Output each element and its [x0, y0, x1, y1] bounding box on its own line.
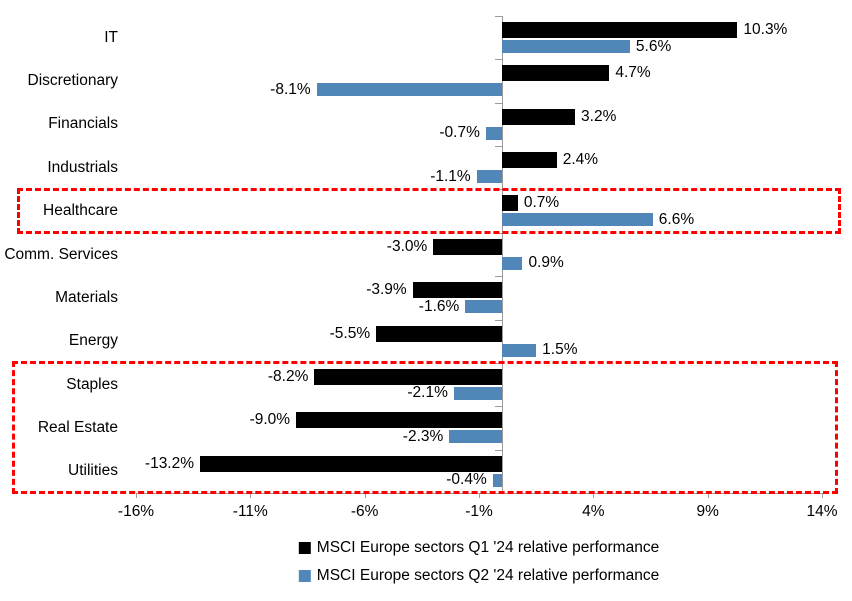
category-axis-tick	[495, 406, 502, 408]
category-label-staples: Staples	[66, 375, 118, 393]
x-axis-tick	[250, 493, 252, 498]
legend-label-q2: MSCI Europe sectors Q2 '24 relative perf…	[316, 567, 660, 584]
category-axis-tick	[495, 449, 502, 451]
legend-item-q2: MSCI Europe sectors Q2 '24 relative perf…	[298, 567, 660, 585]
value-label-q2-staples: -2.1%	[407, 384, 448, 402]
x-axis-tick	[707, 493, 709, 498]
category-axis-tick	[495, 59, 502, 61]
x-axis-tick	[479, 493, 480, 498]
value-label-q1-utilities: -13.2%	[144, 454, 195, 472]
bar-q1-real-estate	[296, 412, 502, 429]
legend: MSCI Europe sectors Q1 '24 relative perf…	[298, 539, 660, 585]
category-axis-tick	[495, 319, 502, 321]
value-label-q1-financials: 3.2%	[581, 107, 617, 125]
category-label-discretionary: Discretionary	[27, 72, 118, 90]
bar-q2-real-estate	[449, 430, 502, 444]
category-axis-tick	[495, 276, 502, 278]
bar-q2-discretionary	[316, 83, 502, 97]
value-label-q2-financials: -0.7%	[439, 124, 480, 142]
x-axis-tick-label: -11%	[232, 503, 268, 520]
bar-q2-financials	[485, 126, 502, 140]
bar-q1-industrials	[502, 152, 557, 169]
x-axis-tick-label: -1%	[465, 503, 493, 520]
value-label-q2-industrials: -1.1%	[430, 167, 471, 185]
bar-q1-staples	[314, 368, 502, 385]
value-label-q1-energy: -5.5%	[329, 324, 371, 342]
highlight-box-1	[17, 187, 841, 235]
bar-q2-industrials	[476, 170, 502, 184]
value-label-q2-utilities: -0.4%	[446, 471, 487, 489]
value-label-q1-healthcare: 0.7%	[523, 194, 560, 212]
value-label-q2-real-estate: -2.3%	[402, 427, 444, 445]
category-label-industrials: Industrials	[47, 158, 118, 176]
category-label-it: IT	[104, 28, 118, 46]
bar-q2-materials	[465, 300, 502, 314]
bar-q2-staples	[453, 386, 502, 400]
bar-q2-energy	[502, 343, 537, 357]
x-axis-tick-label: 14%	[806, 503, 838, 520]
bar-q2-comm-services	[502, 256, 523, 270]
category-label-healthcare: Healthcare	[43, 202, 118, 220]
bar-q1-it	[502, 22, 738, 38]
category-label-utilities: Utilities	[68, 462, 118, 480]
category-axis-tick	[495, 16, 502, 17]
category-label-energy: Energy	[68, 332, 118, 350]
value-label-q1-industrials: 2.4%	[562, 151, 599, 169]
value-label-q2-comm-services: 0.9%	[528, 254, 564, 272]
category-axis-line	[502, 16, 503, 493]
bar-q1-comm-services	[433, 238, 502, 255]
bar-q2-healthcare	[502, 213, 653, 227]
category-axis-tick	[495, 146, 502, 148]
legend-swatch-q2-icon	[298, 570, 311, 582]
value-label-q1-materials: -3.9%	[366, 281, 407, 299]
x-axis-tick	[822, 493, 823, 498]
legend-label-q1: MSCI Europe sectors Q1 '24 relative perf…	[316, 539, 660, 556]
bar-q1-financials	[502, 108, 576, 125]
value-label-q1-discretionary: 4.7%	[615, 64, 651, 82]
category-label-real-estate: Real Estate	[37, 418, 118, 436]
value-label-q1-staples: -8.2%	[267, 367, 309, 385]
value-label-q1-it: 10.3%	[743, 21, 788, 38]
legend-swatch-q1-icon	[298, 542, 311, 554]
value-label-q2-materials: -1.6%	[418, 297, 460, 315]
x-axis-tick-label: 4%	[582, 503, 605, 520]
value-label-q2-healthcare: 6.6%	[658, 210, 695, 228]
x-axis-tick	[364, 493, 366, 498]
bar-q2-it	[502, 40, 630, 53]
x-axis-tick-label: 9%	[696, 503, 719, 520]
category-label-materials: Materials	[55, 288, 118, 306]
bar-q2-utilities	[492, 473, 502, 487]
bar-q1-utilities	[200, 455, 502, 472]
bar-q1-materials	[412, 282, 502, 299]
bar-q1-healthcare	[502, 195, 518, 212]
category-label-comm-services: Comm. Services	[4, 245, 118, 263]
value-label-q2-discretionary: -8.1%	[270, 80, 311, 98]
value-label-q2-it: 5.6%	[635, 37, 672, 55]
x-axis-tick	[593, 493, 595, 498]
category-label-financials: Financials	[48, 115, 118, 133]
category-axis-tick	[495, 102, 502, 104]
value-label-q1-real-estate: -9.0%	[249, 411, 291, 429]
legend-item-q1: MSCI Europe sectors Q1 '24 relative perf…	[298, 539, 660, 557]
value-label-q2-energy: 1.5%	[542, 341, 578, 359]
bar-q1-energy	[376, 325, 502, 342]
x-axis-tick-label: -6%	[350, 503, 379, 520]
x-axis-tick	[136, 493, 137, 498]
bar-q1-discretionary	[502, 65, 610, 82]
value-label-q1-comm-services: -3.0%	[386, 237, 428, 255]
x-axis-tick-label: -16%	[117, 503, 155, 520]
highlight-box-2	[12, 361, 838, 495]
